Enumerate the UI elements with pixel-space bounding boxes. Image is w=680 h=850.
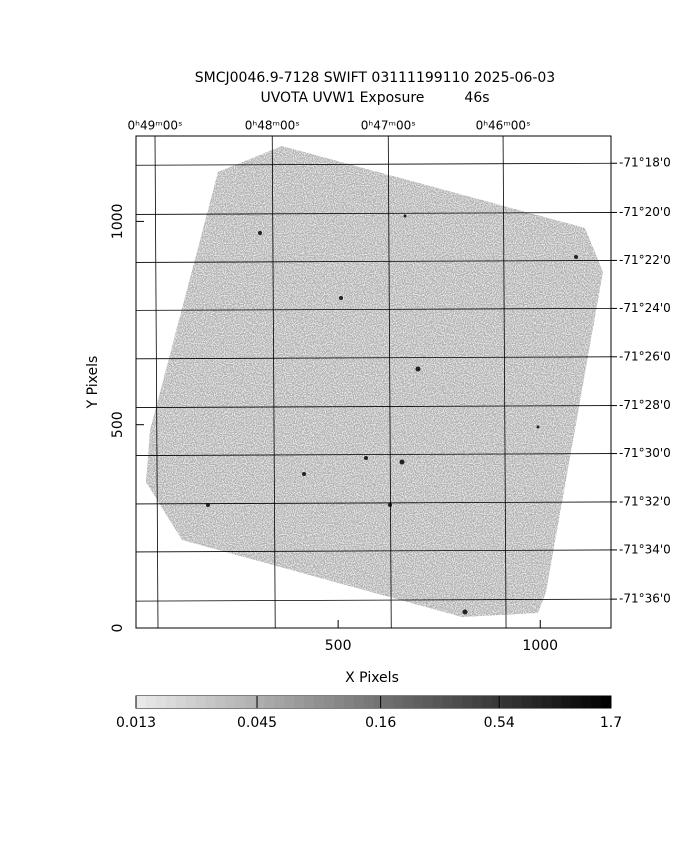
colorbar-step	[581, 696, 592, 708]
colorbar-step	[373, 696, 384, 708]
colorbar-step	[442, 696, 454, 708]
colorbar-step	[403, 696, 414, 708]
colorbar-step	[343, 696, 355, 708]
y2-tick-label: -71°18'0	[619, 156, 671, 170]
colorbar-step	[502, 696, 513, 708]
x2-tick-label: 0ʰ47ᵐ00ˢ	[361, 119, 416, 133]
grid-line	[135, 453, 612, 456]
grid-line	[502, 135, 507, 629]
colorbar-step	[314, 696, 325, 708]
y2-tick-label: -71°28'0	[619, 398, 671, 412]
y2-tick-label: -71°36'0	[619, 592, 671, 606]
colorbar-step	[333, 696, 345, 708]
colorbar-step	[353, 696, 365, 708]
colorbar-step	[136, 696, 147, 708]
colorbar-step	[482, 696, 493, 708]
colorbar-step	[551, 696, 563, 708]
colorbar-step	[531, 696, 543, 708]
grid-line	[135, 308, 612, 311]
colorbar-step	[264, 696, 276, 708]
y2-tick-label: -71°34'0	[619, 542, 671, 556]
colorbar-tick-label: 0.16	[365, 715, 396, 731]
colorbar-step	[571, 696, 582, 708]
colorbar-step	[512, 696, 523, 708]
colorbar-step	[472, 696, 483, 708]
colorbar-step	[165, 696, 177, 708]
grid-line	[154, 135, 159, 629]
colorbar-step	[521, 696, 533, 708]
grid-line	[135, 501, 612, 505]
colorbar-step	[304, 696, 315, 708]
colorbar-tick-label: 1.7	[600, 715, 622, 731]
colorbar-step	[175, 696, 186, 708]
colorbar-step	[234, 696, 246, 708]
grid-line	[387, 135, 392, 629]
grid-line	[135, 162, 612, 166]
colorbar-step	[462, 696, 473, 708]
plot-frame	[135, 135, 612, 629]
colorbar-step	[383, 696, 394, 708]
y-tick-label: 0	[110, 624, 126, 633]
exposure-image	[146, 146, 603, 617]
colorbar-tick-label: 0.54	[484, 715, 515, 731]
y2-tick-label: -71°24'0	[619, 301, 671, 315]
grid-line	[135, 405, 612, 408]
x2-tick-label: 0ʰ48ᵐ00ˢ	[245, 119, 300, 133]
grid-line	[135, 549, 612, 553]
y2-tick-label: -71°20'0	[619, 205, 671, 219]
colorbar-step	[422, 696, 434, 708]
grid-line	[135, 212, 612, 215]
colorbar-step	[205, 696, 216, 708]
colorbar-step	[561, 696, 572, 708]
colorbar-step	[254, 696, 266, 708]
colorbar-step	[274, 696, 285, 708]
colorbar-step	[195, 696, 206, 708]
image-noise	[146, 146, 603, 617]
y-tick-label: 500	[110, 411, 126, 438]
colorbar-step	[215, 696, 226, 708]
y-axis-label: Y Pixels	[85, 356, 101, 410]
grid-line	[135, 598, 612, 602]
y2-tick-label: -71°26'0	[619, 349, 671, 363]
colorbar-step	[413, 696, 424, 708]
grid-line	[135, 356, 612, 360]
colorbar-step	[432, 696, 444, 708]
chart-title: SMCJ0046.9-7128 SWIFT 03111199110 2025-0…	[195, 70, 555, 86]
x-tick-label: 500	[325, 638, 352, 654]
colorbar-step	[363, 696, 374, 708]
sources	[206, 214, 578, 615]
y2-tick-label: -71°32'0	[619, 494, 671, 508]
colorbar-step	[155, 696, 167, 708]
chart-subtitle: UVOTA UVW1 Exposure 46s	[260, 90, 489, 106]
colorbar-tick-label: 0.013	[116, 715, 156, 731]
colorbar-step	[294, 696, 305, 708]
x-tick-label: 1000	[522, 638, 558, 654]
colorbar-step	[591, 696, 602, 708]
x2-tick-label: 0ʰ46ᵐ00ˢ	[476, 119, 531, 133]
x-axis-label: X Pixels	[345, 670, 399, 686]
x2-tick-label: 0ʰ49ᵐ00ˢ	[128, 119, 183, 133]
colorbar-step	[601, 696, 612, 708]
colorbar-step	[185, 696, 196, 708]
colorbar-tick-label: 0.045	[237, 715, 277, 731]
colorbar-step	[492, 696, 503, 708]
colorbar-step	[225, 696, 236, 708]
colorbar-step	[324, 696, 335, 708]
colorbar-step	[244, 696, 256, 708]
colorbar-step	[393, 696, 404, 708]
y2-tick-label: -71°22'0	[619, 253, 671, 267]
grid-line	[271, 135, 276, 629]
colorbar-step	[284, 696, 295, 708]
colorbar-step	[452, 696, 464, 708]
y2-tick-label: -71°30'0	[619, 446, 671, 460]
y-tick-label: 1000	[110, 204, 126, 240]
grid-line	[135, 260, 612, 263]
colorbar-step	[145, 696, 157, 708]
colorbar-step	[541, 696, 553, 708]
